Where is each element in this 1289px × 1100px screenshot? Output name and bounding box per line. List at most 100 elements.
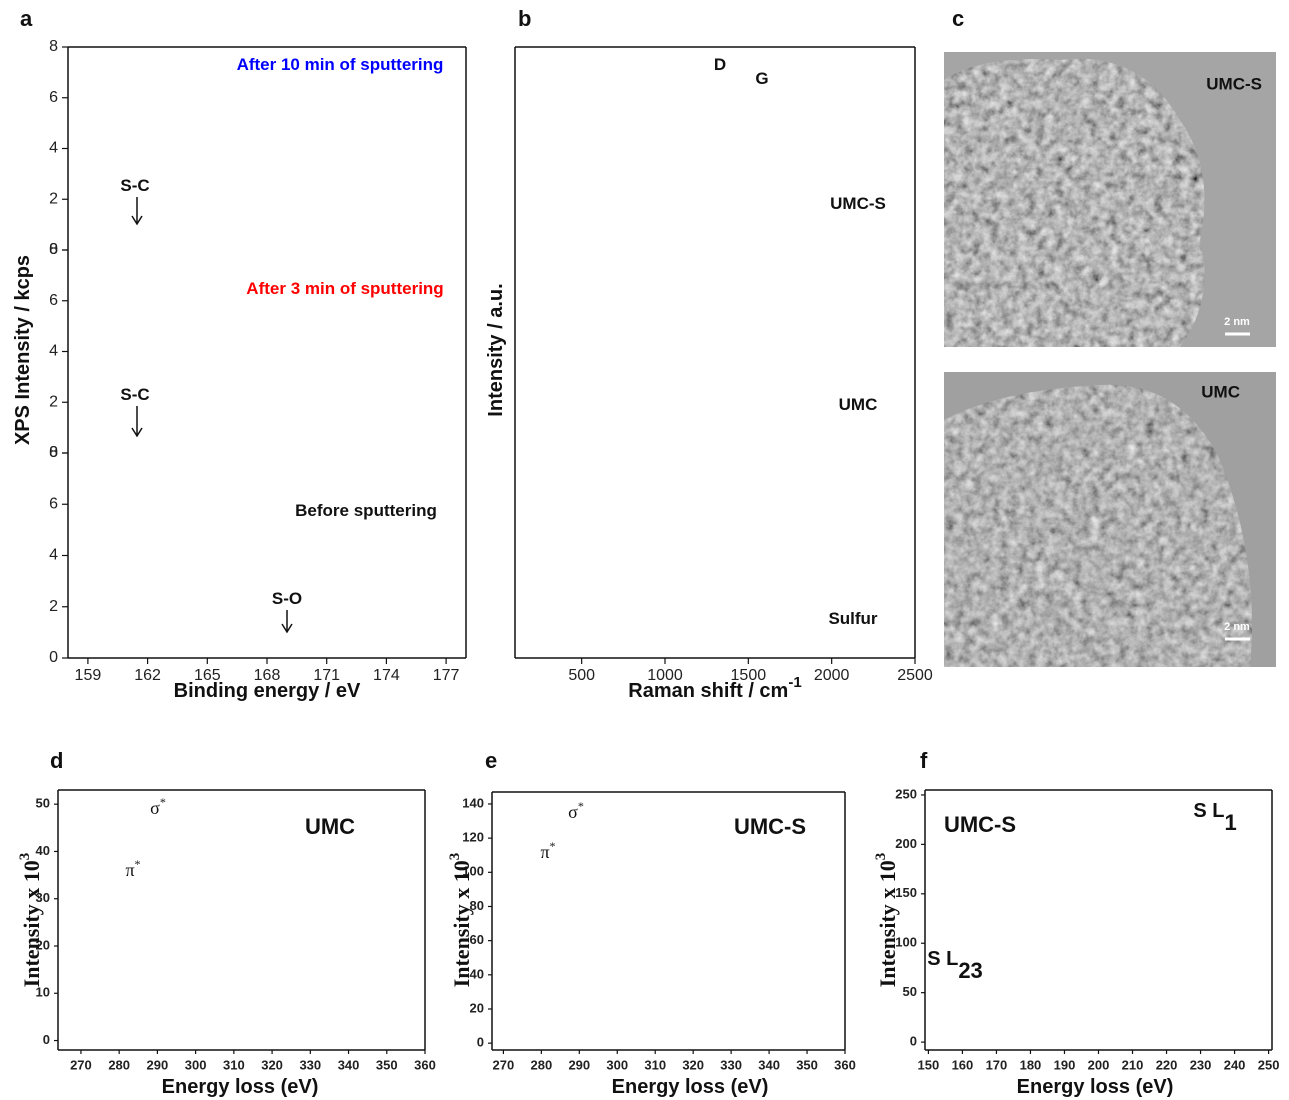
arrow-head — [281, 623, 293, 634]
x-tick-label: 280 — [530, 1057, 552, 1072]
x-tick-label: 330 — [299, 1057, 321, 1072]
arrow-head — [131, 215, 143, 226]
annotation-text: σ — [568, 802, 578, 822]
x-tick-label: 170 — [986, 1057, 1008, 1072]
x-tick-label: 300 — [606, 1057, 628, 1072]
annotation-text: UMC-S — [830, 194, 886, 213]
x-tick-label: 2000 — [814, 667, 850, 684]
x-axis-label-text: Raman shift / cm — [628, 680, 788, 702]
chart-panel: 0 10 20 30 40 50 270 280 290 300 310 320 330 340 350 36… — [17, 748, 435, 1098]
panel-label: b — [518, 6, 531, 31]
y-tick-label: 20 — [36, 937, 50, 952]
x-tick-label: 210 — [1122, 1057, 1144, 1072]
annotation-sup: * — [135, 857, 141, 871]
arrow-head — [131, 427, 143, 438]
panel-label: d — [50, 748, 63, 773]
y-tick-label: 4 — [49, 140, 58, 157]
annotation-text: Before sputtering — [295, 501, 437, 520]
annotation: UMC-S — [830, 194, 886, 213]
x-tick-label: 360 — [834, 1057, 856, 1072]
x-tick-label: 340 — [338, 1057, 360, 1072]
x-tick-label: 270 — [70, 1057, 92, 1072]
x-axis-label: Binding energy / eV — [174, 680, 361, 702]
annotation: Before sputtering — [295, 501, 437, 520]
annotation: σ* — [150, 795, 166, 818]
annotation: S L1 — [1193, 800, 1236, 835]
annotation-text: S-C — [120, 385, 149, 404]
annotation: π* — [125, 857, 140, 880]
x-tick-label: 162 — [134, 667, 161, 684]
chart-panel: 0 50 100 150 200 250 150 160 170 180 190 200 210 220 2… — [873, 748, 1279, 1098]
x-tick-label: 350 — [376, 1057, 398, 1072]
annotation: σ* — [568, 799, 584, 822]
annotation-text: G — [755, 69, 768, 88]
x-tick-label: 290 — [568, 1057, 590, 1072]
annotation-text: UMC-S — [734, 814, 806, 839]
chart-panel: 500 1000 1500 2000 2500 b Raman shift / cm-1 In… — [485, 6, 933, 702]
annotation-text: UMC-S — [944, 812, 1016, 837]
scale-label: 2 nm — [1224, 621, 1250, 633]
y-tick-label: 2 — [49, 190, 58, 207]
y-axis-label: Intensity x 103 — [17, 853, 44, 988]
chart-panel: 0 2 4 6 8 XPS Intensity / kcps After 3 min of … — [12, 241, 467, 461]
annotation-text: Sulfur — [828, 609, 877, 628]
annotation-text: σ — [150, 798, 160, 818]
scale-label: 2 nm — [1224, 316, 1250, 328]
y-tick-label: 0 — [49, 649, 58, 666]
y-tick-label: 4 — [49, 343, 58, 360]
x-tick-label: 250 — [1258, 1057, 1280, 1072]
y-tick-label: 250 — [895, 786, 917, 801]
x-tick-label: 310 — [644, 1057, 666, 1072]
x-tick-label: 310 — [223, 1057, 245, 1072]
annotation-text: S-O — [272, 589, 302, 608]
annotation-sub: 23 — [958, 958, 982, 983]
x-tick-label: 190 — [1054, 1057, 1076, 1072]
y-tick-label: 6 — [49, 495, 58, 512]
annotation: UMC-S — [734, 814, 806, 839]
x-tick-label: 177 — [433, 667, 460, 684]
x-tick-label: 350 — [796, 1057, 818, 1072]
x-tick-label: 200 — [1088, 1057, 1110, 1072]
y-tick-label: 8 — [49, 38, 58, 55]
tem-texture — [944, 58, 1205, 347]
y-tick-label: 20 — [470, 1000, 484, 1015]
annotation: π* — [540, 839, 555, 862]
y-tick-label: 200 — [895, 836, 917, 851]
y-tick-label: 6 — [49, 292, 58, 309]
chart-panel: 0 2 4 6 8 159 162 165 168 171 174 177 Binding energy… — [49, 444, 467, 702]
y-tick-label: 8 — [49, 444, 58, 461]
x-tick-label: 160 — [952, 1057, 974, 1072]
x-tick-label: 340 — [758, 1057, 780, 1072]
annotation-text: After 10 min of sputtering — [237, 55, 444, 74]
y-axis-label-sup: 3 — [873, 853, 889, 861]
x-axis-label: Raman shift / cm-1 — [628, 674, 801, 702]
x-tick-label: 240 — [1224, 1057, 1246, 1072]
annotation: After 10 min of sputtering — [237, 55, 444, 74]
y-tick-label: 0 — [49, 444, 58, 461]
y-tick-label: 10 — [36, 985, 50, 1000]
image-label: UMC — [1201, 382, 1240, 401]
y-axis-label: Intensity / a.u. — [485, 283, 507, 416]
y-axis-label: Intensity x 103 — [873, 853, 900, 988]
x-tick-label: 165 — [194, 667, 221, 684]
x-tick-label: 500 — [568, 667, 595, 684]
y-tick-label: 50 — [903, 984, 917, 999]
y-tick-label: 4 — [49, 547, 58, 564]
x-tick-label: 330 — [720, 1057, 742, 1072]
x-tick-label: 360 — [414, 1057, 436, 1072]
x-tick-label: 280 — [108, 1057, 130, 1072]
annotation-text: π — [540, 842, 549, 862]
annotation-text: S L — [927, 948, 958, 970]
annotation: S-C — [120, 385, 149, 404]
annotation: S L23 — [927, 948, 983, 983]
annotation-text: S-C — [120, 176, 149, 195]
y-axis-label: Intensity x 103 — [447, 853, 474, 988]
y-axis-label-text: Intensity / a.u. — [485, 283, 507, 416]
y-axis-label-sup: 3 — [447, 853, 463, 861]
tem-texture — [944, 384, 1252, 667]
x-tick-label: 290 — [147, 1057, 169, 1072]
x-tick-label: 2500 — [897, 667, 933, 684]
panel-label: a — [20, 6, 33, 31]
x-tick-label: 1500 — [731, 667, 767, 684]
